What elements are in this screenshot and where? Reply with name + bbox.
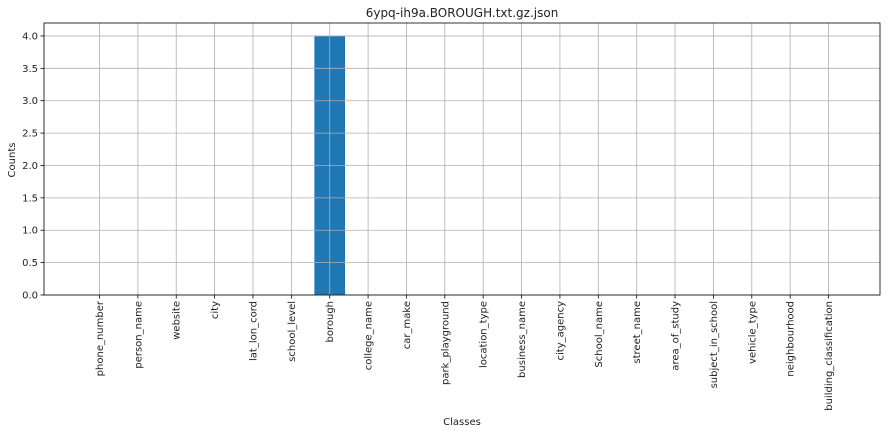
x-tick-label: location_type (479, 301, 490, 368)
x-tick-label: borough (325, 301, 336, 343)
plot-frame (43, 22, 881, 296)
x-tick-label: park_playground (440, 301, 451, 385)
x-tick-label: street_name (632, 301, 643, 364)
y-axis-ticks: 0.0 0.5 1.0 1.5 2.0 2.5 3.0 3.5 4.0 (22, 31, 44, 302)
y-tick-label: 4.0 (22, 31, 38, 42)
x-tick-label: subject_in_school (709, 301, 720, 388)
x-tick-label: car_make (402, 301, 413, 349)
x-tick-label: city (210, 301, 221, 319)
x-tick-label: college_name (364, 301, 375, 370)
y-tick-label: 3.0 (22, 96, 38, 107)
x-tick-label: phone_number (95, 300, 106, 376)
x-tick-label: school_level (287, 301, 298, 362)
x-tick-label: business_name (517, 301, 528, 378)
y-tick-label: 2.0 (22, 161, 38, 172)
x-tick-label: building_classification (824, 301, 835, 411)
y-tick-label: 0.0 (22, 291, 38, 302)
x-tick-label: School_name (594, 301, 605, 368)
x-tick-label: area_of_study (671, 301, 682, 371)
grid-lines (44, 23, 880, 296)
y-tick-label: 1.5 (22, 193, 38, 204)
x-tick-label: neighbourhood (786, 301, 797, 377)
chart-title: 6ypq-ih9a.BOROUGH.txt.gz.json (366, 6, 559, 20)
x-tick-label: website (172, 301, 183, 340)
x-axis-ticks: phone_number person_name website city lat_lo… (95, 295, 835, 411)
x-tick-label: vehicle_type (747, 301, 758, 364)
x-tick-label: city_agency (555, 301, 566, 361)
x-axis-label: Classes (443, 417, 481, 428)
y-tick-label: 3.5 (22, 64, 38, 75)
y-axis-label: Counts (7, 143, 18, 178)
y-tick-label: 0.5 (22, 258, 38, 269)
x-tick-label: person_name (133, 301, 144, 369)
y-tick-label: 2.5 (22, 129, 38, 140)
y-tick-label: 1.0 (22, 226, 38, 237)
x-tick-label: lat_lon_cord (248, 301, 259, 361)
